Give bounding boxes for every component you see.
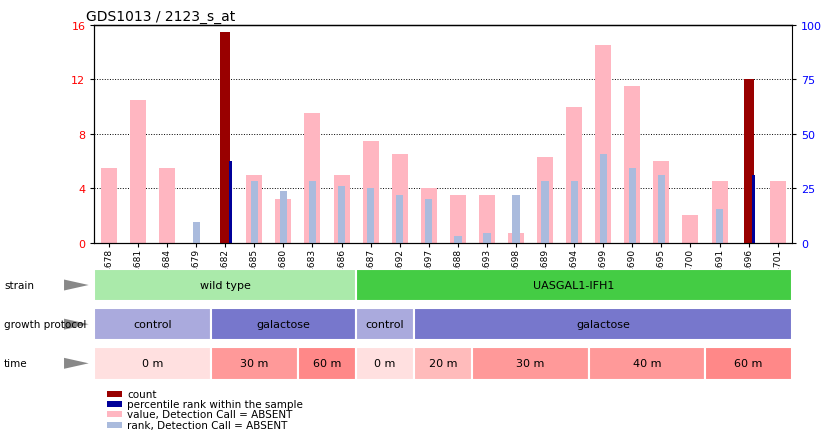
Text: 60 m: 60 m <box>735 358 763 368</box>
Text: 40 m: 40 m <box>633 358 661 368</box>
Bar <box>338 186 345 243</box>
Bar <box>512 196 520 243</box>
Bar <box>508 233 524 243</box>
Text: time: time <box>4 358 28 368</box>
Text: galactose: galactose <box>576 319 631 329</box>
Text: 0 m: 0 m <box>142 358 163 368</box>
Text: count: count <box>127 389 157 398</box>
Text: control: control <box>366 319 405 329</box>
Bar <box>246 175 263 243</box>
Bar <box>415 347 472 380</box>
Bar <box>571 182 578 243</box>
Bar <box>682 216 699 243</box>
Text: growth protocol: growth protocol <box>4 319 86 329</box>
Polygon shape <box>64 319 89 330</box>
Bar <box>309 182 316 243</box>
Bar <box>716 209 723 243</box>
Text: 30 m: 30 m <box>516 358 545 368</box>
Bar <box>624 87 640 243</box>
Bar <box>356 269 792 302</box>
Bar <box>421 189 437 243</box>
Bar <box>595 46 612 243</box>
Text: rank, Detection Call = ABSENT: rank, Detection Call = ABSENT <box>127 420 287 430</box>
Bar <box>450 196 466 243</box>
Text: GDS1013 / 2123_s_at: GDS1013 / 2123_s_at <box>86 10 236 24</box>
Bar <box>356 347 415 380</box>
Bar <box>275 200 291 243</box>
Text: wild type: wild type <box>200 280 250 290</box>
Bar <box>159 168 175 243</box>
Bar <box>599 155 607 243</box>
Bar <box>705 347 792 380</box>
Bar <box>250 182 258 243</box>
Text: strain: strain <box>4 280 34 290</box>
Bar <box>392 155 408 243</box>
Text: percentile rank within the sample: percentile rank within the sample <box>127 399 303 409</box>
Bar <box>280 191 287 243</box>
Bar <box>629 168 636 243</box>
Bar <box>101 168 117 243</box>
Bar <box>712 182 727 243</box>
Bar <box>130 101 146 243</box>
Bar <box>454 236 461 243</box>
Bar <box>356 308 415 341</box>
Bar <box>415 308 792 341</box>
Bar <box>94 269 356 302</box>
Bar <box>94 347 211 380</box>
Polygon shape <box>64 280 89 291</box>
Bar <box>752 175 755 243</box>
Text: 20 m: 20 m <box>429 358 457 368</box>
Bar <box>658 175 665 243</box>
Bar <box>566 107 582 243</box>
Bar <box>211 308 356 341</box>
Bar <box>94 308 211 341</box>
Polygon shape <box>64 358 89 369</box>
Text: UASGAL1-IFH1: UASGAL1-IFH1 <box>534 280 615 290</box>
Bar <box>211 347 298 380</box>
Text: 60 m: 60 m <box>313 358 342 368</box>
Bar <box>770 182 786 243</box>
Text: 30 m: 30 m <box>241 358 268 368</box>
Bar <box>333 175 350 243</box>
Text: value, Detection Call = ABSENT: value, Detection Call = ABSENT <box>127 410 292 419</box>
Bar <box>744 80 754 243</box>
Bar <box>542 182 548 243</box>
Bar <box>220 33 231 243</box>
Text: 0 m: 0 m <box>374 358 396 368</box>
Bar <box>305 114 320 243</box>
Bar <box>193 223 200 243</box>
Bar <box>537 158 553 243</box>
Bar <box>472 347 589 380</box>
Bar <box>363 141 378 243</box>
Bar <box>298 347 356 380</box>
Bar <box>367 189 374 243</box>
Text: galactose: galactose <box>256 319 310 329</box>
Bar <box>484 233 491 243</box>
Bar <box>425 200 433 243</box>
Text: control: control <box>133 319 172 329</box>
Bar <box>396 196 403 243</box>
Bar <box>589 347 705 380</box>
Bar <box>229 161 232 243</box>
Bar <box>479 196 495 243</box>
Bar <box>654 161 669 243</box>
